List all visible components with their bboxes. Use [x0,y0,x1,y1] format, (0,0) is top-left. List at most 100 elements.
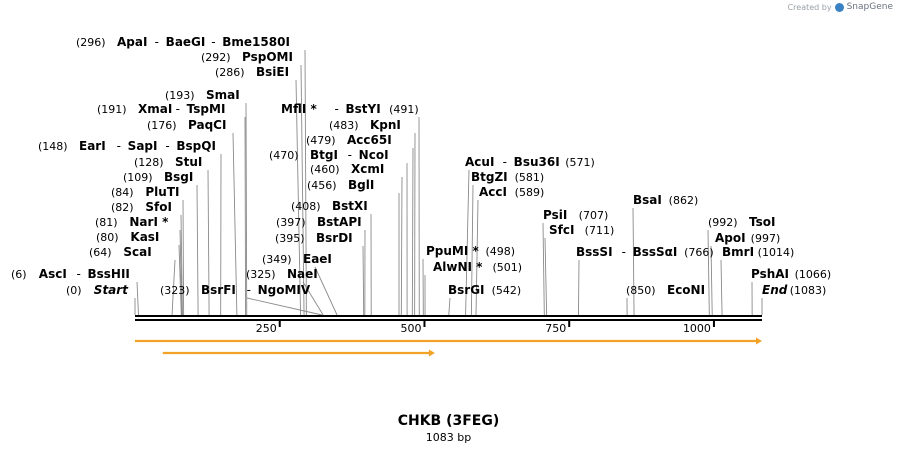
site-7[interactable]: (128) StuI [134,155,202,169]
enzyme-name: BtgZI [471,170,508,184]
site-leader-line [179,229,183,316]
enzyme-name: TspMI [187,102,226,116]
site-position: (80) [96,231,119,244]
site-separator: - [503,155,507,169]
enzyme-name: BstYI [346,102,381,116]
site-24[interactable]: (470) BtgI - NcoI [269,148,389,162]
enzyme-name: Bsu36I [514,155,560,169]
site-39[interactable]: (992) TsoI [708,215,775,229]
scale-tick-label: 750 [545,322,566,335]
site-19[interactable]: (395) BsrDI [275,231,353,245]
site-33[interactable]: AccI (589) [479,185,544,199]
site-1[interactable]: (292) PspOMI [201,50,293,64]
site-43[interactable]: End (1083) [762,283,826,297]
site-0[interactable]: (296) ApaI - BaeGI - Bme1580I [76,35,290,49]
site-leader-line [136,281,139,316]
site-30[interactable]: BsrGI (542) [448,283,521,297]
site-15[interactable]: (0) Start [66,283,129,297]
enzyme-name: PshAI [751,267,789,281]
enzyme-name: EcoNI [667,283,705,297]
site-position: (0) [66,284,82,297]
site-35[interactable]: SfcI (711) [549,223,614,237]
site-21[interactable]: (408) BstXI [291,199,368,213]
site-41[interactable]: BmrI (1014) [722,245,794,259]
enzyme-name: XmaI [138,102,172,116]
site-26[interactable]: (483) KpnI [329,118,401,132]
site-2[interactable]: (286) BsiEI [215,65,289,79]
enzyme-name: AcuI [465,155,494,169]
site-leader-line [314,266,338,316]
site-14[interactable]: (6) AscI - BssHII [11,267,130,281]
site-27[interactable]: MflI * - BstYI (491) [281,102,419,116]
leader-lines [134,49,763,316]
enzyme-name: BsrDI [316,231,353,245]
credit-brand: SnapGene [846,2,893,12]
site-position: (498) [485,245,515,258]
site-23[interactable]: (460) XcmI [310,162,384,176]
enzyme-name: SmaI [206,88,240,102]
site-position: (766) [684,246,714,259]
enzyme-name: NarI * [129,215,169,229]
site-leader-line [362,245,365,316]
site-leader-line [707,229,710,316]
site-37[interactable]: (850) EcoNI [626,283,705,297]
site-36[interactable]: BssSI - BssSαI (766) [576,245,714,259]
enzyme-name: XcmI [351,162,384,176]
enzyme-name: ScaI [123,245,151,259]
enzyme-name: AccI [479,185,507,199]
site-5[interactable]: (176) PaqCI [147,118,226,132]
site-position: (483) [329,119,359,132]
sequence-length: 1083 bp [425,431,472,444]
enzyme-name: BmrI [722,245,754,259]
site-34[interactable]: PsiI (707) [543,208,608,222]
scale-tick-label: 500 [400,322,421,335]
site-18[interactable]: (349) EaeI [262,252,332,266]
site-leader-line [470,184,474,316]
enzyme-name: PspOMI [242,50,293,64]
site-separator: - [176,102,180,116]
site-position: (191) [97,103,127,116]
site-9[interactable]: (84) PluTI [111,185,180,199]
enzyme-name: End [762,283,788,297]
site-10[interactable]: (82) SfoI [111,200,172,214]
site-separator: - [211,35,215,49]
site-28[interactable]: PpuMI * (498) [426,244,515,258]
site-8[interactable]: (109) BsgI [123,170,193,184]
feature-arrow-main-head [756,337,762,345]
site-29[interactable]: AlwNI * (501) [433,260,522,274]
site-13[interactable]: (64) ScaI [89,245,152,259]
site-38[interactable]: BsaI (862) [633,193,698,207]
site-17[interactable]: (325) NaeI [246,267,318,281]
site-position: (862) [669,194,699,207]
site-position: (64) [89,246,112,259]
site-leader-line [180,214,183,316]
enzyme-name: KasI [130,230,159,244]
site-position: (1083) [790,284,827,297]
site-31[interactable]: AcuI - Bsu36I (571) [465,155,595,169]
enzyme-name: ApoI [715,231,746,245]
enzyme-name: EaeI [303,252,332,266]
site-22[interactable]: (456) BglI [307,178,374,192]
site-separator: - [76,267,80,281]
site-position: (707) [579,209,609,222]
site-3[interactable]: (193) SmaI [165,88,240,102]
site-40[interactable]: ApoI (997) [715,231,780,245]
site-6[interactable]: (148) EarI - SapI - BspQI [38,139,216,153]
site-32[interactable]: BtgZI (581) [471,170,544,184]
site-11[interactable]: (81) NarI * [95,215,169,229]
site-42[interactable]: PshAI (1066) [751,267,831,281]
enzyme-name: SfoI [145,200,172,214]
site-position: (581) [515,171,545,184]
site-position: (82) [111,201,134,214]
site-20[interactable]: (397) BstAPI [276,215,362,229]
site-25[interactable]: (479) Acc65I [306,133,392,147]
enzyme-name: ApaI [117,35,147,49]
site-4[interactable]: (191) XmaI - TspMI [97,102,225,116]
site-16[interactable]: (323) BsrFI - NgoMIV [160,283,311,297]
site-leader-line [475,199,479,316]
enzyme-name: NaeI [287,267,318,281]
enzyme-name: BstAPI [317,215,362,229]
site-12[interactable]: (80) KasI [96,230,159,244]
enzyme-name: BssSI [576,245,613,259]
enzyme-name: BtgI [310,148,338,162]
